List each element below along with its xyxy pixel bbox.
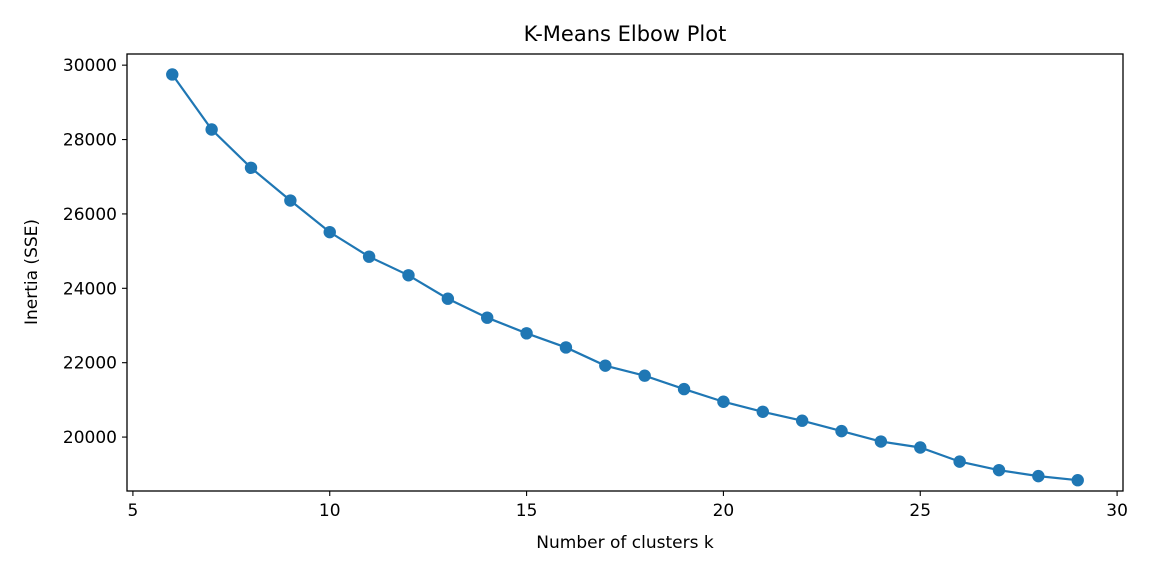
y-tick-label: 28000 — [63, 131, 117, 151]
data-point — [520, 327, 533, 340]
data-point — [756, 405, 769, 418]
data-point — [1032, 469, 1045, 483]
x-axis: 5 10 15 20 25 30 — [127, 491, 1128, 521]
x-tick-label: 30 — [1106, 501, 1128, 521]
y-axis-label: Inertia (SSE) — [22, 219, 42, 325]
data-point — [795, 414, 809, 427]
y-tick-label: 20000 — [63, 428, 117, 448]
y-tick-label: 30000 — [63, 56, 117, 76]
chart-title: K-Means Elbow Plot — [524, 22, 727, 46]
data-point — [166, 68, 179, 81]
data-point — [441, 292, 455, 305]
x-tick-label: 25 — [909, 501, 931, 521]
x-tick-label: 5 — [127, 501, 138, 521]
data-point — [323, 225, 336, 239]
plot-frame — [126, 53, 1124, 492]
data-point — [717, 395, 730, 408]
x-axis-label: Number of clusters k — [536, 533, 714, 553]
y-axis: 20000 22000 24000 26000 28000 30000 — [63, 56, 127, 448]
x-tick-label: 15 — [516, 501, 538, 521]
y-tick-label: 22000 — [63, 354, 117, 374]
y-tick-label: 26000 — [63, 205, 117, 225]
data-point — [953, 455, 966, 468]
data-point — [362, 250, 376, 263]
data-point — [244, 161, 258, 175]
y-tick-label: 24000 — [63, 279, 117, 299]
data-point — [559, 341, 573, 354]
data-point — [992, 463, 1006, 477]
data-point — [677, 382, 691, 396]
data-point — [638, 369, 651, 382]
data-point — [874, 435, 888, 448]
data-point — [835, 424, 848, 438]
plot-area — [166, 68, 1084, 487]
data-point — [1071, 474, 1084, 487]
data-point — [481, 311, 494, 324]
data-point — [914, 441, 927, 454]
data-point — [402, 269, 415, 282]
x-tick-label: 10 — [319, 501, 341, 521]
data-point — [599, 359, 612, 372]
x-tick-label: 20 — [713, 501, 735, 521]
data-point — [284, 194, 297, 207]
series-line — [171, 73, 1078, 482]
data-point — [205, 123, 218, 136]
